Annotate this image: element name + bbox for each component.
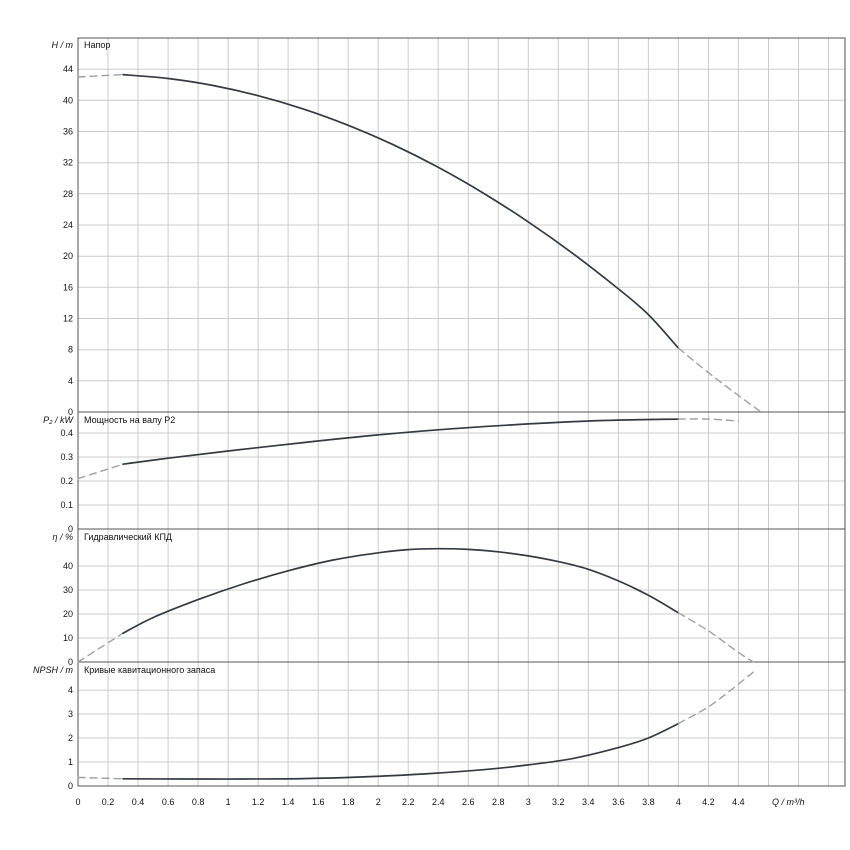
x-tick-label: 2.8 (492, 797, 505, 807)
y-tick-label: 1 (68, 757, 73, 767)
x-tick-label: 4 (676, 797, 681, 807)
npsh-curve (122, 722, 680, 780)
y-tick-label: 10 (63, 633, 73, 643)
x-tick-label: 3.6 (612, 797, 625, 807)
y-tick-label: 40 (63, 95, 73, 105)
y-axis-label-efficiency: η / % (52, 532, 73, 542)
y-tick-label: 20 (63, 251, 73, 261)
panel-title-head: Напор (84, 40, 111, 50)
x-tick-label: 0.6 (162, 797, 175, 807)
power-curve (122, 418, 680, 466)
y-tick-label: 4 (68, 376, 73, 386)
y-tick-label: 36 (63, 127, 73, 137)
x-tick-label: 3 (526, 797, 531, 807)
y-tick-label: 0 (68, 524, 73, 534)
y-tick-label: 0 (68, 407, 73, 417)
y-tick-label: 32 (63, 158, 73, 168)
y-tick-label: 0.3 (60, 452, 73, 462)
y-tick-label: 8 (68, 345, 73, 355)
power-extension-right (677, 418, 740, 422)
y-tick-label: 0 (68, 781, 73, 791)
x-tick-label: 1.4 (282, 797, 295, 807)
y-tick-label: 4 (68, 685, 73, 695)
x-tick-label: 2.2 (402, 797, 415, 807)
y-tick-label: 30 (63, 585, 73, 595)
y-tick-label: 28 (63, 189, 73, 199)
y-axis-label-npsh: NPSH / m (32, 665, 73, 675)
panel-title-power: Мощность на валу P2 (84, 415, 176, 425)
npsh-extension-left (77, 776, 124, 780)
y-tick-label: 0.1 (60, 500, 73, 510)
y-tick-label: 12 (63, 314, 73, 324)
npsh-extension-right (677, 671, 755, 725)
x-tick-label: 4.2 (702, 797, 715, 807)
x-tick-label: 2.6 (462, 797, 475, 807)
y-tick-label: 20 (63, 609, 73, 619)
efficiency-curve (122, 547, 680, 635)
x-tick-label: 0.2 (102, 797, 115, 807)
head-extension-right (677, 347, 762, 413)
y-tick-label: 44 (63, 64, 73, 74)
x-tick-label: 0 (75, 797, 80, 807)
y-tick-label: 24 (63, 220, 73, 230)
y-tick-label: 0.4 (60, 428, 73, 438)
x-tick-label: 0.4 (132, 797, 145, 807)
x-axis-label: Q / m³/h (772, 797, 805, 807)
y-tick-label: 0.2 (60, 476, 73, 486)
head-curve (122, 73, 680, 349)
panel-title-npsh: Кривые кавитационного запаса (84, 665, 216, 675)
x-tick-label: 1.8 (342, 797, 355, 807)
power-extension-left (77, 463, 124, 480)
x-tick-label: 3.2 (552, 797, 565, 807)
y-tick-label: 40 (63, 561, 73, 571)
x-tick-label: 2.4 (432, 797, 445, 807)
y-axis-label-power: P₂ / kW (43, 415, 73, 425)
x-tick-label: 1 (226, 797, 231, 807)
y-tick-label: 3 (68, 709, 73, 719)
efficiency-extension-right (677, 612, 755, 663)
y-tick-label: 0 (68, 657, 73, 667)
x-tick-label: 3.4 (582, 797, 595, 807)
efficiency-extension-left (77, 632, 124, 663)
y-tick-label: 16 (63, 282, 73, 292)
x-tick-label: 1.2 (252, 797, 265, 807)
x-tick-label: 3.8 (642, 797, 655, 807)
head-extension-left (77, 73, 124, 78)
y-tick-label: 2 (68, 733, 73, 743)
x-tick-label: 1.6 (312, 797, 325, 807)
x-tick-label: 0.8 (192, 797, 205, 807)
panel-title-efficiency: Гидравлический КПД (84, 532, 173, 542)
x-tick-label: 4.4 (732, 797, 745, 807)
y-axis-label-head: H / m (51, 40, 74, 50)
x-tick-label: 2 (376, 797, 381, 807)
